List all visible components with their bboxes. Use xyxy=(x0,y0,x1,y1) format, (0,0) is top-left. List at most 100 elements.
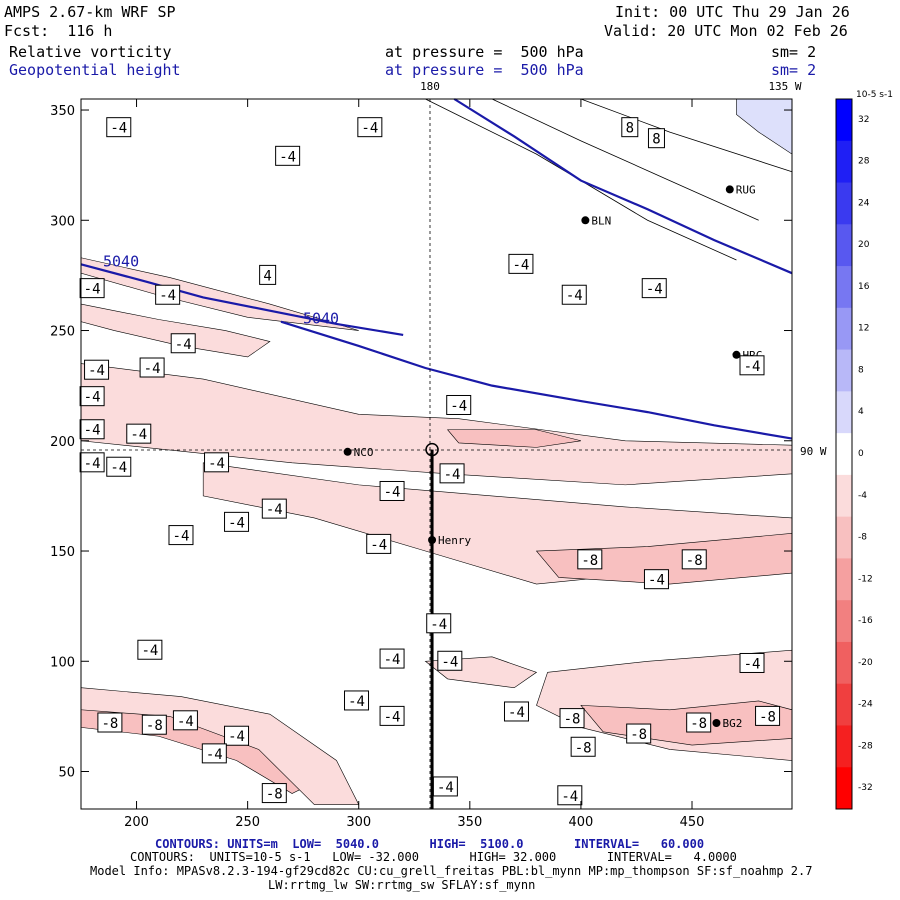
contour-label-box xyxy=(224,511,250,532)
contour-label: -8 xyxy=(575,740,592,756)
contour-label: -4 xyxy=(370,537,387,553)
field-geopotential: Geopotential height xyxy=(9,61,181,79)
colorbar-swatch xyxy=(836,558,852,601)
y-tick-label: 150 xyxy=(50,545,75,560)
station-label: RUG xyxy=(736,183,756,196)
contour-label-box xyxy=(168,525,194,546)
colorbar-swatch xyxy=(836,767,852,810)
contour-label: -8 xyxy=(759,709,776,725)
contour-label: -4 xyxy=(384,652,401,668)
vorticity-contour-line-1 xyxy=(491,98,759,221)
x-tick-label: 250 xyxy=(235,815,260,830)
station-dot xyxy=(343,447,352,456)
footer-vorticity-contours: CONTOURS: UNITS=10-5 s-1 LOW= -32.000 HI… xyxy=(130,850,737,864)
contour-label: -8 xyxy=(564,712,581,728)
colorbar-tick-label: -20 xyxy=(858,658,873,668)
contour-label: -4 xyxy=(175,337,192,353)
colorbar-tick-label: 8 xyxy=(858,365,864,375)
plot-frame xyxy=(80,98,793,810)
colorbar-swatch xyxy=(836,433,852,476)
height-contour-5100-2 xyxy=(453,98,793,275)
contour-label: -4 xyxy=(646,282,663,298)
contour-label: -4 xyxy=(566,288,583,304)
station-label: NCO xyxy=(354,446,374,459)
contour-label: 8 xyxy=(626,121,634,137)
contour-label: -4 xyxy=(84,423,101,439)
colorbar-tick-label: -8 xyxy=(858,533,867,543)
contour-label: -4 xyxy=(744,359,761,375)
contour-label-box xyxy=(426,613,452,634)
colorbar-swatch xyxy=(836,307,852,351)
station-dot xyxy=(712,719,721,728)
contour-label: -8 xyxy=(101,716,118,732)
contour-label-box xyxy=(275,145,301,166)
lon-label-top: 180 xyxy=(420,80,440,93)
colorbar-swatch xyxy=(836,266,852,309)
colorbar-swatch xyxy=(836,683,852,726)
colorbar-tick-label: -32 xyxy=(858,783,873,793)
contour-label-box xyxy=(626,723,652,744)
contour-label-box xyxy=(79,419,105,440)
station-dot xyxy=(725,185,734,194)
contour-label-box xyxy=(621,117,639,138)
y-tick-label: 300 xyxy=(50,214,75,229)
x-tick-label: 400 xyxy=(569,815,594,830)
contour-label-box xyxy=(97,712,123,733)
contour-label-box xyxy=(379,480,405,501)
contour-label-box xyxy=(366,533,392,554)
contour-label-box xyxy=(79,452,105,473)
contour-label: -8 xyxy=(630,727,647,743)
contour-label: -4 xyxy=(141,643,158,659)
contour-label-box xyxy=(647,128,665,149)
colorbar-swatch xyxy=(836,99,852,142)
contour-label: -4 xyxy=(84,456,101,472)
contour-label: -4 xyxy=(348,694,365,710)
contour-label-box xyxy=(344,690,370,711)
station-label: BLN xyxy=(591,214,611,227)
x-tick-label: 300 xyxy=(346,815,371,830)
contour-label: -4 xyxy=(228,515,245,531)
y-tick-label: 250 xyxy=(50,325,75,340)
contour-label-box xyxy=(379,705,405,726)
colorbar-tick-label: 4 xyxy=(858,407,864,417)
contour-label: -4 xyxy=(430,617,447,633)
init-time: Init: 00 UTC Thu 29 Jan 26 xyxy=(615,3,850,21)
field-vorticity: Relative vorticity xyxy=(9,43,172,61)
contour-label-box xyxy=(508,253,534,274)
colorbar-tick-label: 20 xyxy=(858,240,870,250)
vorticity-contour-line-0 xyxy=(425,98,737,261)
contour-label: -4 xyxy=(84,282,101,298)
contour-label: -4 xyxy=(561,789,578,805)
colorbar-tick-label: -4 xyxy=(858,491,867,501)
contour-label: -4 xyxy=(110,460,127,476)
colorbar-tick-label: 32 xyxy=(858,115,869,125)
colorbar-swatch xyxy=(836,600,852,643)
contour-label: -4 xyxy=(228,729,245,745)
contour-label-box xyxy=(739,652,765,673)
contour-label-box xyxy=(439,463,465,484)
height-contour-5040-1 xyxy=(280,320,793,440)
vorticity-shading-7 xyxy=(80,303,271,358)
contour-label: -4 xyxy=(208,456,225,472)
height-contour-5040-0 xyxy=(80,263,404,337)
contour-label: -4 xyxy=(508,705,525,721)
footer-model-info: Model Info: MPASv8.2.3-194-gf29cd82c CU:… xyxy=(90,864,813,878)
colorbar-swatch xyxy=(836,516,852,559)
contour-label-box xyxy=(577,549,603,570)
colorbar-units: 10-5 s-1 xyxy=(856,90,893,100)
contour-label-box xyxy=(137,639,163,660)
model-title: AMPS 2.67-km WRF SP xyxy=(4,3,176,21)
contour-label: -8 xyxy=(266,787,283,803)
contour-label-box xyxy=(204,452,230,473)
contour-label-box xyxy=(259,264,277,285)
vorticity-contour-line-2 xyxy=(580,98,793,173)
contour-label: -4 xyxy=(144,361,161,377)
contour-label: -4 xyxy=(159,288,176,304)
colorbar-swatch xyxy=(836,140,852,184)
height-contour-label-0: 5040 xyxy=(103,252,139,270)
contour-label: -4 xyxy=(206,747,223,763)
contour-label-box xyxy=(681,549,707,570)
y-tick-label: 350 xyxy=(50,104,75,119)
colorbar-tick-label: -24 xyxy=(858,700,873,710)
smoothing-1: sm= 2 xyxy=(771,43,817,61)
